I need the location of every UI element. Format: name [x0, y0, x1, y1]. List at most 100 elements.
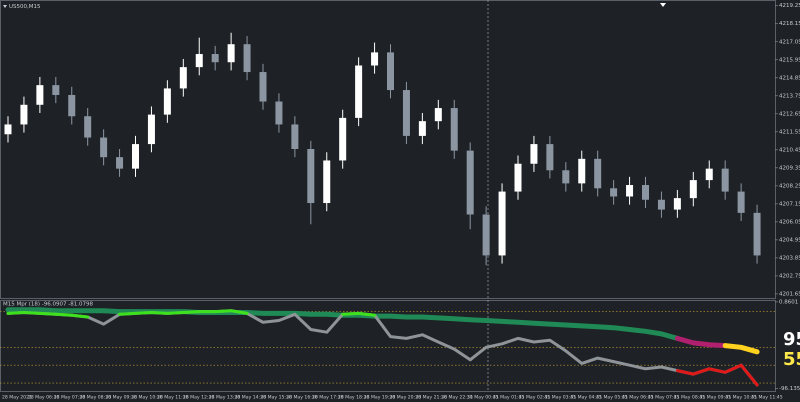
candle-body [291, 124, 299, 149]
y-tick-label: 4217.05 [779, 39, 800, 45]
y-tick-label: 4210.45 [779, 147, 800, 153]
candle-body [132, 144, 139, 169]
candle-body [546, 144, 554, 171]
time-label: 28 May 2021 [2, 395, 32, 401]
y-tick-label: 0.8601 [779, 299, 798, 305]
candle-body [434, 108, 442, 122]
symbol-menu[interactable] [3, 5, 7, 8]
y-tick-label: 4218.15 [779, 21, 800, 27]
time-label: 28 May 16:30 [286, 395, 318, 401]
time-label: 28 May 19:30 [364, 395, 396, 401]
time-label: 28 May 06:30 [28, 395, 60, 401]
candle-body [116, 157, 124, 169]
candle-body [355, 65, 363, 118]
candle-body [227, 44, 235, 63]
candle-body [530, 144, 538, 164]
y-tick-label: 4214.85 [779, 75, 800, 81]
y-tick-label: 4215.95 [779, 57, 800, 63]
indicator-pane [0, 300, 776, 392]
candle-body [195, 54, 203, 68]
candle-body [339, 117, 347, 161]
shift-marker [660, 3, 666, 7]
time-label: 31 May 06:45 [622, 395, 654, 401]
candle-body [673, 198, 681, 210]
time-label: 28 May 12:30 [183, 395, 215, 401]
time-label: 28 May 14:30 [235, 395, 267, 401]
time-label: 31 May 09:45 [700, 395, 732, 401]
indicator-line [674, 335, 728, 349]
time-label: 28 May 21:30 [415, 395, 447, 401]
y-tick-label: 4201.65 [779, 291, 800, 297]
candle-body [705, 168, 713, 181]
time-label: 28 May 08:30 [80, 395, 112, 401]
candle-body [259, 72, 267, 102]
y-tick-label: 4202.75 [779, 273, 800, 279]
candle-body [482, 214, 490, 256]
candle-body [721, 168, 729, 192]
y-tick-label: 4204.95 [779, 237, 800, 243]
time-label: 31 May 10:45 [725, 395, 757, 401]
time-label: 28 May 18:30 [338, 395, 370, 401]
candle-body [737, 191, 745, 213]
time-label: 28 May 07:30 [54, 395, 86, 401]
candle-body [562, 170, 570, 184]
candle-body [418, 121, 426, 136]
time-label: 28 May 17:30 [312, 395, 344, 401]
time-label: 28 May 11:30 [157, 395, 189, 401]
indicator-line [675, 363, 759, 387]
candle-body [84, 116, 92, 138]
candle-body [4, 124, 12, 135]
time-label: 28 May 13:30 [209, 395, 241, 401]
candle-body [100, 137, 108, 158]
candle-body [753, 212, 761, 256]
candle-body [243, 44, 251, 73]
candle-body [307, 149, 315, 204]
main-pane [0, 0, 776, 299]
time-label: 31 May 03:45 [545, 395, 577, 401]
candle-body [626, 185, 634, 197]
y-tick-label: 4203.85 [779, 255, 800, 261]
indicator-line [722, 343, 760, 355]
y-tick-label: 4212.65 [779, 111, 800, 117]
overlay-value: 55 [783, 349, 800, 370]
time-label: 31 May 11:45 [751, 395, 783, 401]
y-tick-label: 4219.25 [779, 3, 800, 9]
candle-body [689, 180, 697, 199]
y-tick-label: 4207.15 [779, 201, 800, 207]
time-label: 28 May 15:30 [260, 395, 292, 401]
candle-body [163, 88, 171, 115]
candle-body [594, 158, 602, 189]
time-label: 31 May 08:45 [674, 395, 706, 401]
candle-body [323, 160, 331, 204]
y-tick-label: 4206.05 [779, 219, 800, 225]
candle-body [211, 54, 219, 63]
candle-body [657, 199, 665, 210]
candle-body [147, 114, 155, 145]
time-label: 28 May 10:30 [131, 395, 163, 401]
y-tick-label: 4211.55 [779, 129, 800, 135]
candle-body [610, 188, 618, 197]
candle-body [642, 185, 649, 200]
candle-body [36, 85, 44, 105]
time-label: 28 May 09:30 [105, 395, 137, 401]
candle-body [498, 191, 506, 256]
time-label: 31 May 02:45 [519, 395, 551, 401]
time-label: 31 May 05:45 [596, 395, 628, 401]
y-tick-label: 4213.75 [779, 93, 800, 99]
y-tick-label: 4209.35 [779, 165, 800, 171]
candle-body [578, 158, 586, 184]
plot-layer: 4219.25 4218.15 4217.05 4215.95 4214.85 4213.… [0, 3, 800, 401]
indicator-title: M15 Mpr (18) -96.0907 -81.0798 [3, 302, 93, 308]
y-tick-label: -96.1357 [779, 386, 800, 392]
time-label: 31 May 04:45 [570, 395, 602, 401]
time-label: 28 May 20:30 [390, 395, 422, 401]
candle-body [275, 101, 283, 125]
candle-body [466, 150, 474, 215]
symbol-title: US500,M15 [9, 4, 41, 10]
time-label: 28 May 22:30 [441, 395, 473, 401]
candle-body [371, 52, 379, 66]
y-tick-label: 4208.25 [779, 183, 800, 189]
candle-body [402, 90, 410, 136]
